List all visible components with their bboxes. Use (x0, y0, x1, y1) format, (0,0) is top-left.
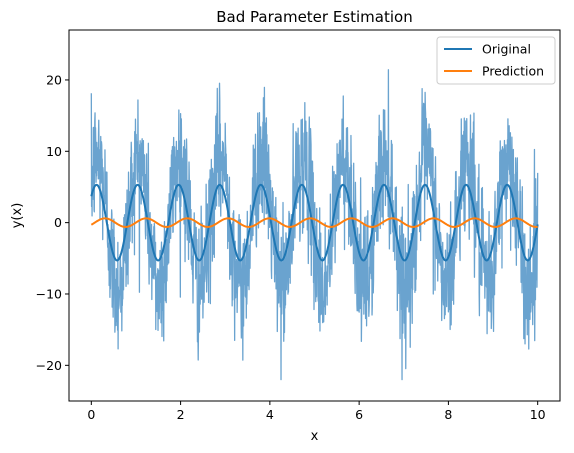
y-tick-label: 0 (54, 215, 62, 230)
axes-frame (68, 29, 561, 402)
y-tick-label: 10 (46, 144, 62, 159)
series-line-original (90, 183, 539, 262)
x-tick-label: 10 (530, 407, 546, 422)
x-tick-label: 6 (355, 407, 363, 422)
y-tick-label: −20 (36, 358, 62, 373)
x-tick-label: 2 (177, 407, 185, 422)
plot-area (90, 69, 539, 381)
x-tick-label: 8 (444, 407, 452, 422)
x-axis-label: x (311, 429, 319, 444)
y-axis-label: y(x) (10, 203, 25, 229)
x-tick-label: 0 (87, 407, 95, 422)
legend: Original Prediction (436, 36, 556, 85)
chart-title: Bad Parameter Estimation (216, 8, 412, 26)
y-tick-label: 20 (46, 72, 62, 87)
axes: 0 2 4 6 8 10 −20 −10 0 10 20 (36, 29, 561, 422)
legend-label-original: Original (482, 42, 531, 57)
series-line-prediction (90, 217, 538, 228)
legend-label-prediction: Prediction (482, 64, 544, 79)
y-tick-label: −10 (36, 286, 62, 301)
x-tick-label: 4 (266, 407, 274, 422)
